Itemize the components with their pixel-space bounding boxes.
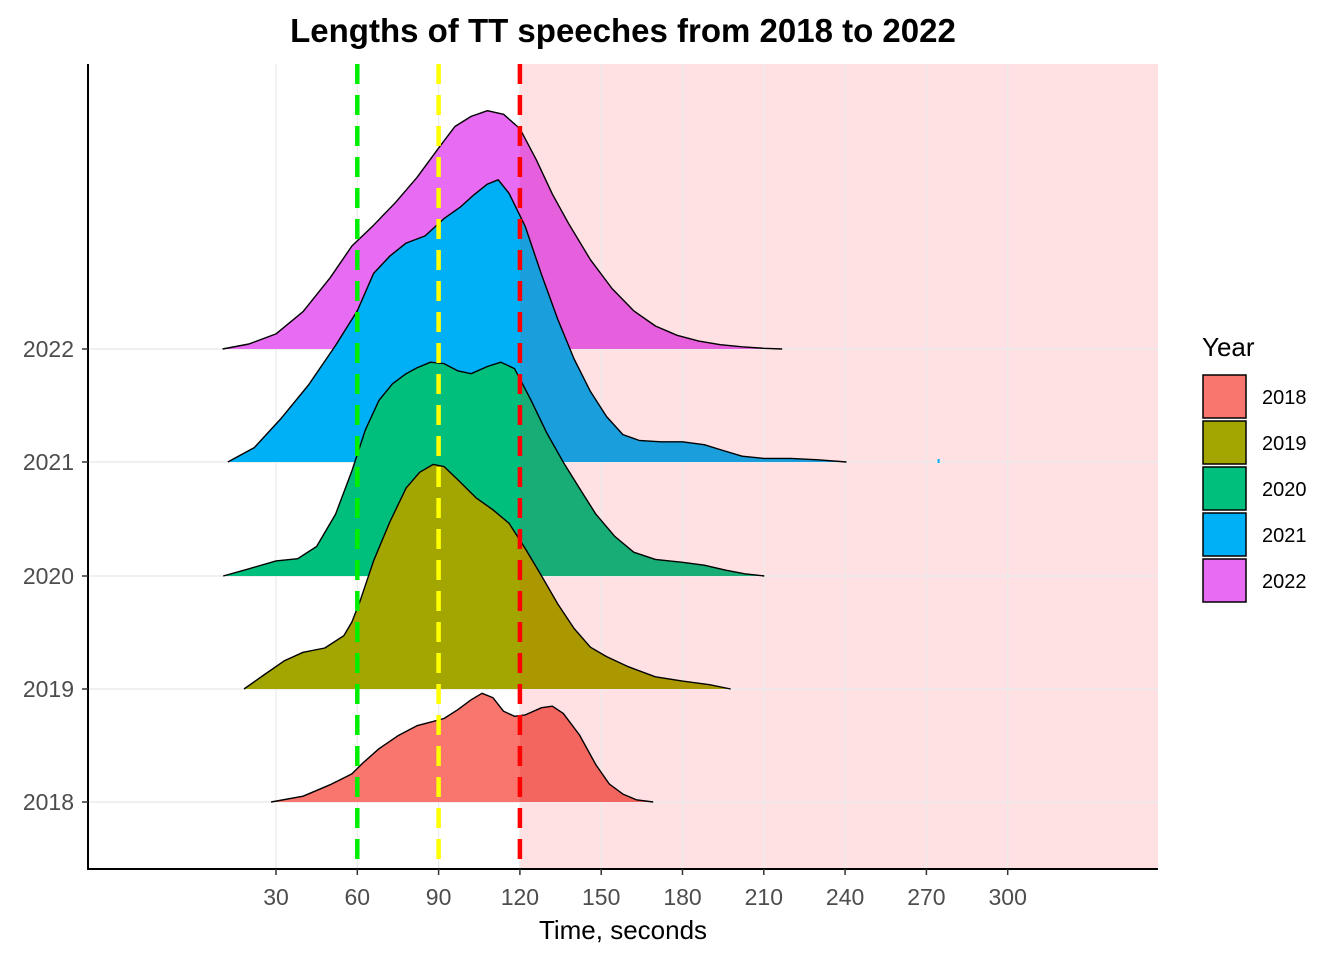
legend-key [1202, 558, 1247, 603]
legend-title: Year [1202, 332, 1255, 362]
y-tick-label: 2022 [23, 336, 74, 362]
legend-item-2020: 2020 [1202, 466, 1307, 511]
ridge-fill-beyond-2018 [519, 706, 654, 802]
ridge-2021 [227, 179, 847, 463]
x-tick-label: 270 [907, 884, 945, 910]
ridge-outline-2018 [270, 692, 654, 803]
ridge-fill-beyond-2019 [519, 540, 731, 689]
x-tick-label: 150 [582, 884, 620, 910]
panel-background-layer [519, 64, 1158, 869]
legend-items: 2018 2019 2020 2021 2022 [1202, 374, 1307, 603]
ridge-fill-2020 [223, 362, 765, 576]
x-tick-label: 240 [826, 884, 864, 910]
x-tick-label: 210 [745, 884, 783, 910]
x-axis-ticks: 30 60 90 120 150 180 210 240 270 300 [263, 869, 1027, 910]
ridge-fill-beyond-2022 [519, 128, 783, 349]
ridge-2019 [243, 463, 731, 690]
legend-label: 2020 [1262, 479, 1307, 501]
y-axis-ticks: 2018 2019 2020 2021 2022 [23, 336, 88, 815]
legend: Year 2018 2019 2020 2021 2022 [1202, 332, 1307, 603]
legend-item-2021: 2021 [1202, 512, 1307, 557]
ridge-2018 [270, 692, 654, 803]
ridge-outline-2020 [223, 361, 765, 577]
y-tick-label: 2020 [23, 563, 74, 589]
x-axis-title: Time, seconds [539, 915, 707, 945]
legend-key [1202, 466, 1247, 511]
ridge-fill-beyond-2020 [519, 378, 765, 576]
legend-label: 2021 [1262, 525, 1307, 547]
reference-lines [355, 64, 523, 869]
legend-label: 2019 [1262, 433, 1307, 455]
x-tick-label: 90 [426, 884, 452, 910]
x-tick-label: 120 [501, 884, 539, 910]
x-tick-label: 180 [663, 884, 701, 910]
legend-key [1202, 374, 1247, 419]
legend-label: 2022 [1262, 571, 1307, 593]
ridge-outline-2022 [222, 110, 783, 350]
ridge-outline-2019 [243, 463, 731, 690]
ridge-outline-2021 [227, 179, 847, 463]
legend-label: 2018 [1262, 387, 1307, 409]
legend-item-2022: 2022 [1202, 558, 1307, 603]
density-ridges [222, 110, 940, 803]
ridge-2020 [223, 361, 765, 577]
x-tick-label: 300 [989, 884, 1027, 910]
chart-title: Lengths of TT speeches from 2018 to 2022 [290, 12, 956, 49]
legend-item-2018: 2018 [1202, 374, 1307, 419]
shaded-region [519, 64, 1158, 869]
legend-key [1202, 420, 1247, 465]
ridge-fill-2019 [244, 464, 731, 689]
x-tick-label: 60 [345, 884, 371, 910]
legend-item-2019: 2019 [1202, 420, 1307, 465]
axes [87, 64, 1158, 870]
y-tick-label: 2019 [23, 676, 74, 702]
y-tick-label: 2018 [23, 789, 74, 815]
legend-key [1202, 512, 1247, 557]
ridge-fill-beyond-2021 [519, 215, 847, 462]
x-tick-label: 30 [263, 884, 289, 910]
y-tick-label: 2021 [23, 449, 74, 475]
